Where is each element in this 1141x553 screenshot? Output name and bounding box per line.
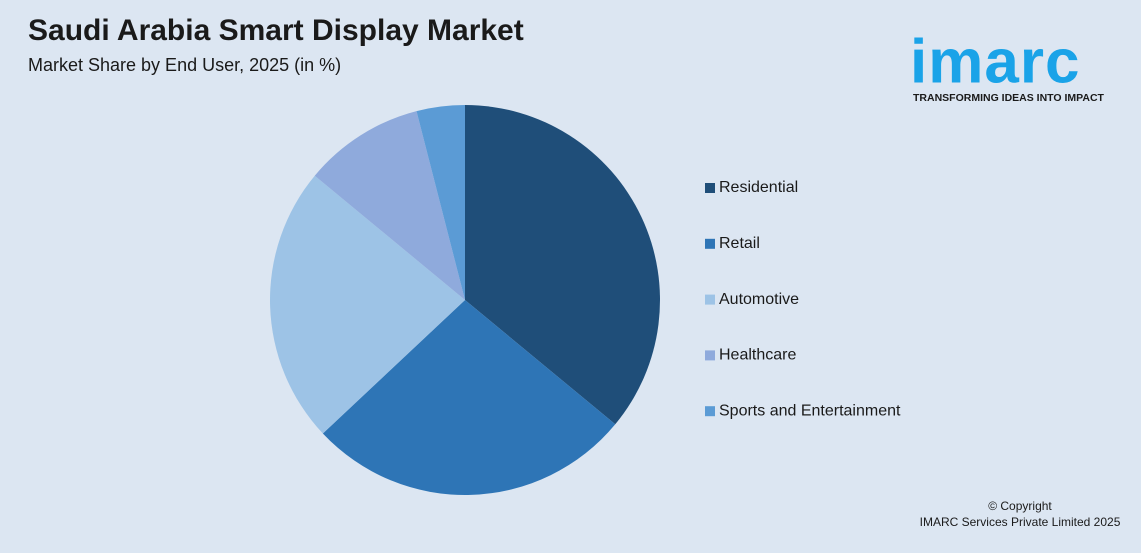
legend-swatch (705, 406, 715, 417)
copyright: © Copyright (988, 499, 1052, 513)
legend-label: Automotive (719, 291, 799, 308)
legend-swatch (705, 183, 715, 193)
pie-slice (270, 175, 465, 434)
pie-slice (314, 111, 465, 300)
legend-swatch (705, 238, 715, 249)
logo: imarc (910, 27, 1080, 96)
pie-slice (465, 105, 660, 425)
legend-swatch (705, 350, 715, 361)
legend-label: Retail (719, 235, 760, 252)
chart-subtitle: Market Share by End User, 2025 (in %) (28, 55, 341, 75)
chart-title: Saudi Arabia Smart Display Market (28, 14, 524, 47)
legend-swatch (705, 294, 715, 305)
legend-label: Residential (719, 179, 798, 196)
legend-label: Healthcare (719, 347, 796, 364)
pie-slice (416, 105, 465, 300)
logo-tagline: TRANSFORMING IDEAS INTO IMPACT (913, 92, 1105, 104)
copyright: IMARC Services Private Limited 2025 (920, 515, 1121, 529)
pie-slice (322, 300, 616, 495)
legend-label: Sports and Entertainment (719, 402, 901, 419)
